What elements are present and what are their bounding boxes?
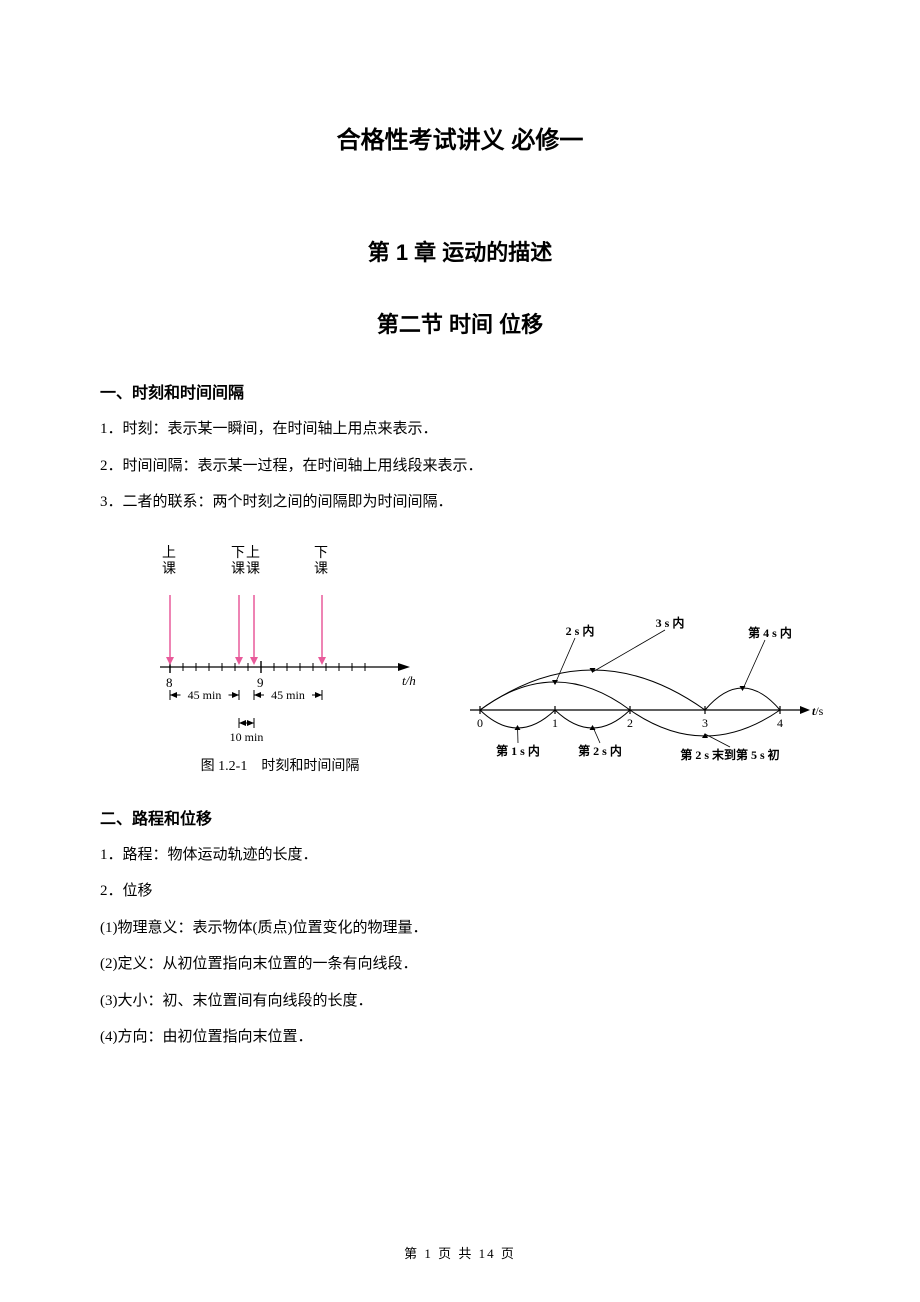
figure-2-svg: t/s 0 1 2 3 4 2 s 内 3 s 内第 4 s 内第 1 s 内 第 2 s 内 第…: [450, 615, 830, 775]
s2-line-6: (4)方向：由初位置指向末位置．: [100, 1023, 820, 1052]
svg-text:10 min: 10 min: [230, 730, 264, 744]
svg-text:2 s 内: 2 s 内: [566, 623, 595, 638]
svg-text:45 min: 45 min: [188, 688, 222, 702]
svg-text:t/s: t/s: [812, 704, 824, 718]
svg-text:9: 9: [257, 675, 264, 690]
s2-line-3: (1)物理意义：表示物体(质点)位置变化的物理量．: [100, 914, 820, 943]
svg-text:4: 4: [777, 716, 783, 730]
main-title: 合格性考试讲义 必修一: [100, 120, 820, 155]
svg-text:2: 2: [627, 716, 633, 730]
chapter-title: 第 1 章 运动的描述: [100, 235, 820, 267]
svg-text:课: 课: [246, 561, 260, 577]
page-footer: 第 1 页 共 14 页: [0, 1243, 920, 1262]
svg-text:第 2 s 内: 第 2 s 内: [578, 743, 622, 758]
svg-text:1: 1: [552, 716, 558, 730]
svg-text:下: 下: [231, 546, 245, 561]
s1-line-1: 1．时刻：表示某一瞬间，在时间轴上用点来表示．: [100, 415, 820, 444]
figures-row: t/h89上课下课上课下课45 min45 min10 min 图 1.2-1 …: [130, 537, 820, 775]
svg-text:下: 下: [314, 546, 328, 561]
svg-text:0: 0: [477, 716, 483, 730]
section2-heading: 二、路程和位移: [100, 805, 820, 829]
figure-1-caption: 图 1.2-1 时刻和时间间隔: [201, 755, 360, 775]
figure-1-svg: t/h89上课下课上课下课45 min45 min10 min: [130, 537, 430, 747]
s1-line-3: 3．二者的联系：两个时刻之间的间隔即为时间间隔．: [100, 488, 820, 517]
section1-heading: 一、时刻和时间间隔: [100, 379, 820, 403]
svg-text:上: 上: [162, 545, 176, 561]
section-title: 第二节 时间 位移: [100, 307, 820, 339]
svg-text:3 s 内: 3 s 内: [656, 615, 685, 630]
s2-line-1: 1．路程：物体运动轨迹的长度．: [100, 841, 820, 870]
svg-text:第 2 s 末到第 5 s 初: 第 2 s 末到第 5 s 初: [680, 747, 779, 762]
s2-line-4: (2)定义：从初位置指向末位置的一条有向线段．: [100, 950, 820, 979]
svg-text:45 min: 45 min: [271, 688, 305, 702]
s2-line-5: (3)大小：初、末位置间有向线段的长度．: [100, 987, 820, 1016]
figure-2-block: t/s 0 1 2 3 4 2 s 内 3 s 内第 4 s 内第 1 s 内 第 2 s 内 第…: [450, 615, 830, 775]
figure-1-block: t/h89上课下课上课下课45 min45 min10 min 图 1.2-1 …: [130, 537, 430, 775]
svg-text:第 1 s 内: 第 1 s 内: [496, 743, 540, 758]
svg-text:t/h: t/h: [402, 673, 416, 688]
svg-text:课: 课: [314, 561, 328, 577]
svg-text:3: 3: [702, 716, 708, 730]
svg-text:上: 上: [246, 545, 260, 561]
s1-line-2: 2．时间间隔：表示某一过程，在时间轴上用线段来表示．: [100, 452, 820, 481]
svg-text:课: 课: [162, 561, 176, 577]
svg-text:8: 8: [166, 675, 173, 690]
page-container: 合格性考试讲义 必修一 第 1 章 运动的描述 第二节 时间 位移 一、时刻和时…: [0, 0, 920, 1120]
svg-text:第 4 s 内: 第 4 s 内: [748, 625, 792, 640]
s2-line-2: 2．位移: [100, 877, 820, 906]
svg-text:课: 课: [231, 561, 245, 577]
